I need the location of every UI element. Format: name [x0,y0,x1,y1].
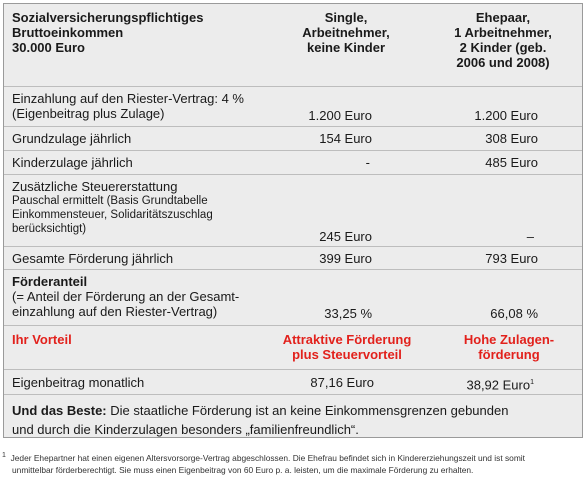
value-text: 38,92 Euro [466,377,531,393]
header-couple-line: 2 Kinder (geb. [459,40,547,55]
summary-highlight: Und das Beste: [12,403,107,418]
row-steuererstattung: Zusätzliche Steuererstattung Pauschal er… [4,174,582,246]
label-subline: Einkommensteuer, Solidaritätszuschlag [12,209,213,221]
summary-line: und durch die Kinderzulagen besonders „f… [12,422,359,437]
label-steuererstattung: Zusätzliche Steuererstattung Pauschal er… [12,179,213,236]
label-subline: Pauschal ermittelt (Basis Grundtabelle [12,195,208,207]
footnote-text: unmittelbar förderberechtigt. Sie muss e… [12,464,474,475]
value-line: Hohe Zulagen- [463,332,555,347]
label-subline: (= Anteil der Förderung an der Gesamt- [12,289,240,304]
value-single: 1.200 Euro [308,108,372,123]
label-line: Einzahlung auf den Riester-Vertrag: 4 % [12,91,244,106]
footnote-line: 1 Jeder Ehepartner hat einen eigenen Alt… [2,450,586,464]
value-single: - [365,155,370,170]
header-single: Single, Arbeitnehmer, keine Kinder [280,10,412,55]
label-einzahlung: Einzahlung auf den Riester-Vertrag: 4 % … [12,91,244,121]
header-single-line: Arbeitnehmer, [302,25,390,40]
summary-text: Und das Beste: Die staatliche Förderung … [12,401,572,439]
table-header: Sozialversicherungspflichtiges Bruttoein… [4,4,582,86]
header-couple-line: 2006 und 2008) [456,55,550,70]
label-foerderanteil: Förderanteil (= Anteil der Förderung an … [12,274,239,319]
header-income-line: Bruttoeinkommen [12,25,124,40]
row-foerderanteil: Förderanteil (= Anteil der Förderung an … [4,269,582,325]
summary-line: Und das Beste: Die staatliche Förderung … [12,401,572,420]
label-line: Förderanteil [12,274,88,289]
value-line: Attraktive Förderung [282,332,412,347]
value-couple: 66,08 % [490,306,538,321]
footnote-marker: 1 [2,452,6,459]
footnote: 1 Jeder Ehepartner hat einen eigenen Alt… [2,450,586,476]
riester-table: Sozialversicherungspflichtiges Bruttoein… [3,3,583,438]
value-single: 33,25 % [324,306,372,321]
value-single: 399 Euro [319,251,372,266]
row-kinderzulage: Kinderzulage jährlich - 485 Euro [4,150,582,174]
value-couple: – [526,229,534,244]
label-line: Zusätzliche Steuererstattung [12,179,178,194]
value-couple: 1.200 Euro [474,108,538,123]
header-income-line: Sozialversicherungspflichtiges [12,10,204,25]
footnote-marker: 1 [530,379,534,386]
value-line: förderung [478,347,540,362]
value-single: 87,16 Euro [310,375,374,390]
value-couple: 308 Euro [485,131,538,146]
value-line: plus Steuervorteil [292,347,402,362]
value-single: 154 Euro [319,131,372,146]
value-single: Attraktive Förderung plus Steuervorteil [272,332,422,362]
header-income: Sozialversicherungspflichtiges Bruttoein… [12,10,203,55]
footnote-text: Jeder Ehepartner hat einen eigenen Alter… [10,452,525,463]
row-einzahlung: Einzahlung auf den Riester-Vertrag: 4 % … [4,86,582,126]
summary-row [4,394,582,437]
row-gesamt: Gesamte Förderung jährlich 399 Euro 793 … [4,246,582,269]
value-couple: 793 Euro [485,251,538,266]
label-gesamt: Gesamte Förderung jährlich [12,251,174,266]
header-single-line: keine Kinder [306,40,386,55]
value-single: 245 Euro [319,229,372,244]
label-grundzulage: Grundzulage jährlich [12,131,132,146]
value-couple: 38,92 Euro1 [466,375,534,392]
row-eigenbeitrag: Eigenbeitrag monatlich 87,16 Euro 38,92 … [4,369,582,394]
header-couple-line: 1 Arbeitnehmer, [454,25,552,40]
header-couple-line: Ehepaar, [475,10,531,25]
value-couple: 485 Euro [485,155,538,170]
label-line: (Eigenbeitrag plus Zulage) [12,106,165,121]
header-single-line: Single, [324,10,368,25]
row-vorteil: Ihr Vorteil Attraktive Förderung plus St… [4,325,582,369]
label-vorteil: Ihr Vorteil [12,332,72,347]
header-income-line: 30.000 Euro [12,40,85,55]
summary-body: Die staatliche Förderung ist an keine Ei… [110,403,509,418]
label-subline: einzahlung auf den Riester-Vertrag) [12,304,218,319]
label-eigenbeitrag: Eigenbeitrag monatlich [12,375,145,390]
value-couple: Hohe Zulagen- förderung [439,332,579,362]
label-subline: berücksichtigt) [12,223,87,235]
label-kinderzulage: Kinderzulage jährlich [12,155,133,170]
row-grundzulage: Grundzulage jährlich 154 Euro 308 Euro [4,126,582,150]
header-couple: Ehepaar, 1 Arbeitnehmer, 2 Kinder (geb. … [424,10,582,70]
